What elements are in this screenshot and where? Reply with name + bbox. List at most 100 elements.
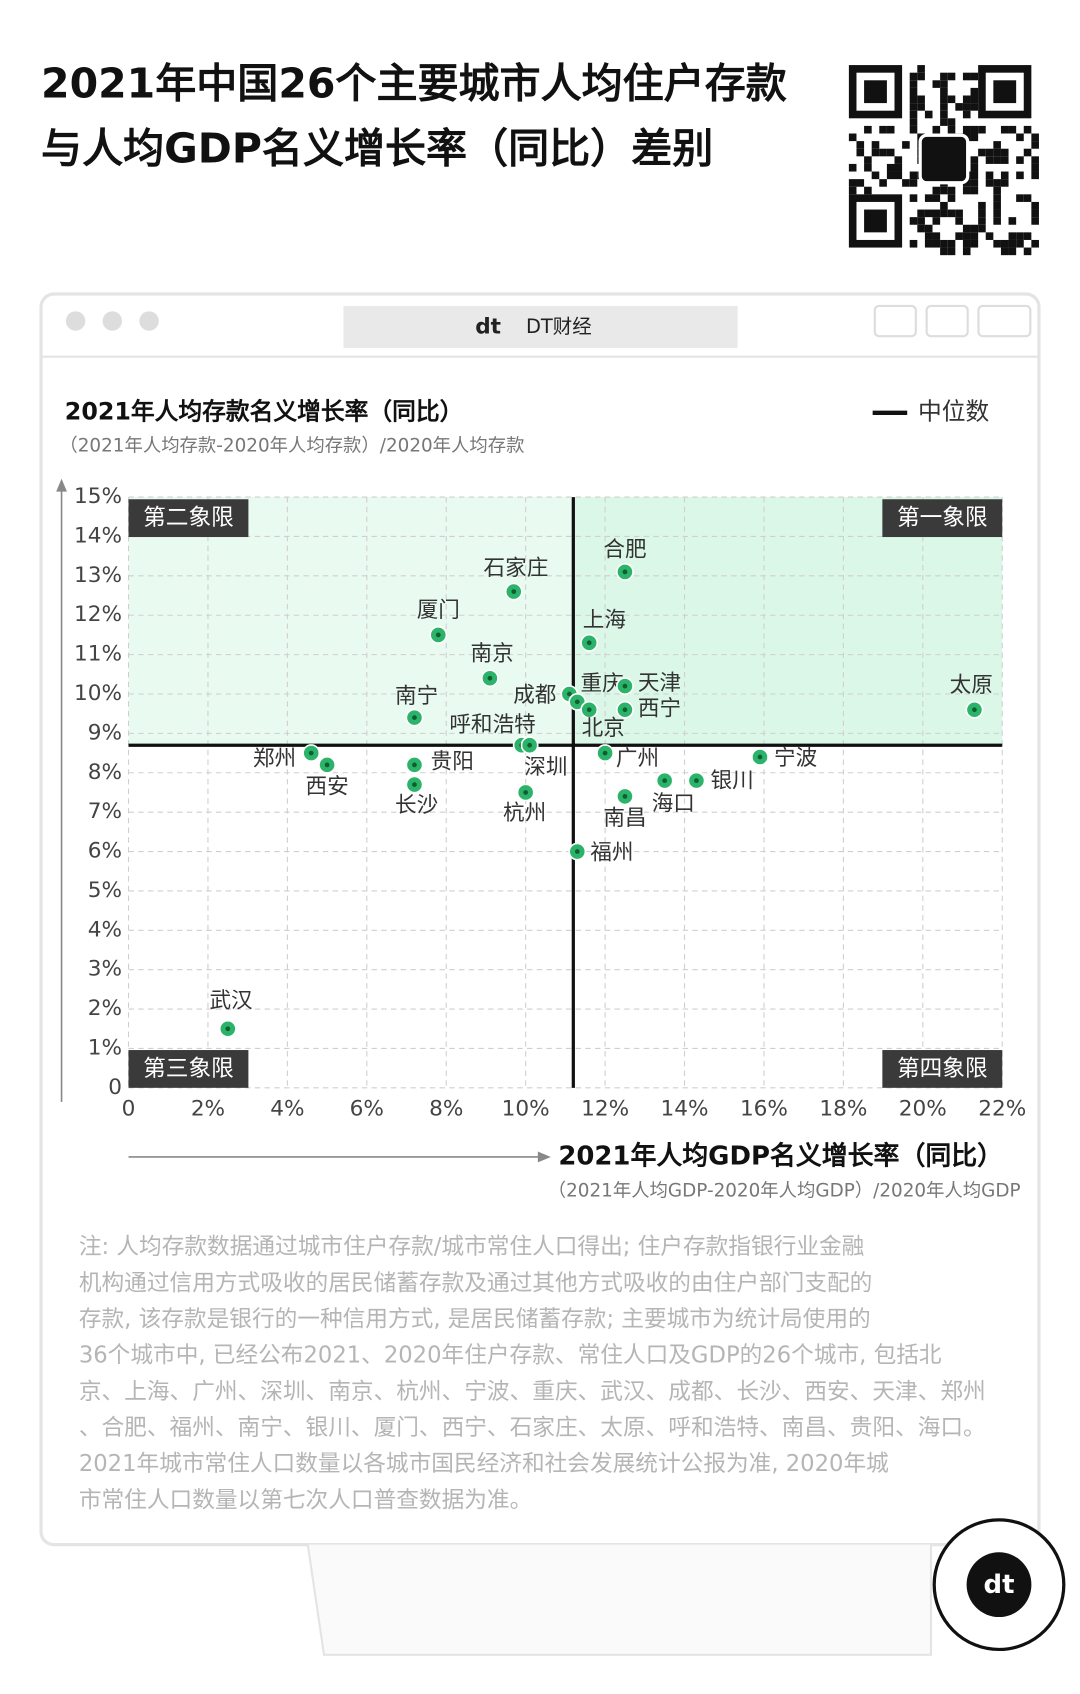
qr-finder [993, 80, 1017, 104]
point-center [225, 1026, 231, 1032]
legend-label: 中位数 [918, 397, 990, 425]
qr-cell [864, 163, 872, 172]
x-tick-label: 6% [350, 1096, 384, 1121]
point-center [972, 707, 977, 713]
window-icon [873, 304, 917, 338]
qr-cell [940, 186, 948, 195]
qr-cell [970, 186, 979, 195]
x-tick-label: 2% [191, 1096, 225, 1121]
point-label: 深圳 [524, 755, 567, 780]
point-center [527, 742, 533, 748]
qr-cell [978, 209, 986, 218]
qr-cell [1016, 194, 1024, 202]
qr-cell [962, 103, 971, 111]
qr-cell [909, 87, 918, 96]
qr-cell [940, 247, 948, 256]
qr-cell [894, 171, 903, 180]
point-center [412, 715, 417, 721]
qr-cell [970, 87, 979, 96]
qr-cell [970, 103, 979, 111]
x-axis-title: 2021年人均GDP名义增长率（同比） [558, 1140, 1003, 1171]
x-tick-label: 12% [581, 1096, 629, 1121]
qr-cell [962, 110, 971, 119]
y-tick-label: 10% [74, 681, 122, 706]
point-label: 贵阳 [431, 750, 474, 775]
note-line: 2021年城市常住人口数量以各城市国民经济和社会发展统计公报为准, 2020年城 [79, 1451, 889, 1477]
qr-cell [909, 95, 918, 104]
point-center [487, 675, 493, 681]
point-label: 厦门 [417, 598, 460, 623]
y-tick-label: 14% [74, 523, 122, 548]
x-tick-label: 16% [740, 1096, 788, 1121]
qr-cell [970, 171, 979, 180]
y-axis-subtitle: （2021年人均存款-2020年人均存款）/2020年人均存款 [59, 435, 524, 456]
point-label: 天津 [638, 671, 681, 696]
qr-cell [1031, 201, 1039, 210]
x-tick-label: 20% [899, 1096, 947, 1121]
source-panel [306, 1544, 933, 1656]
qr-cell [909, 239, 918, 248]
qr-cell [955, 217, 963, 225]
qr-cell [1016, 171, 1024, 180]
qr-cell [970, 163, 979, 172]
qr-cell [962, 179, 971, 187]
qr-cell [985, 148, 994, 157]
point-label: 武汉 [209, 989, 252, 1014]
qr-cell [879, 148, 887, 157]
point-center [662, 778, 668, 784]
quadrant-box [128, 1050, 249, 1088]
qr-cell [947, 194, 956, 202]
point-label: 石家庄 [484, 556, 549, 581]
qr-cell [909, 217, 918, 225]
point-label: 郑州 [253, 747, 296, 772]
qr-cell [970, 133, 979, 142]
x-tick-label: 4% [270, 1096, 304, 1121]
qr-cell [909, 80, 918, 88]
quadrant-box [882, 499, 1003, 538]
qr-cell [940, 209, 948, 218]
y-axis-title: 2021年人均存款名义增长率（同比） [65, 397, 464, 425]
point-label: 南宁 [395, 684, 438, 709]
qr-cell [1023, 247, 1032, 256]
qr-cell [1031, 141, 1039, 149]
point-label: 长沙 [395, 793, 438, 818]
quadrant-box [882, 1050, 1003, 1088]
qr-cell [864, 125, 872, 134]
qr-cell [940, 95, 948, 104]
window-icon [925, 304, 969, 338]
qr-cell [886, 171, 895, 180]
qr-cell [1000, 125, 1009, 134]
y-tick-label: 12% [74, 602, 122, 627]
qr-cell [985, 156, 994, 164]
qr-cell [1031, 209, 1039, 218]
point-center [308, 750, 314, 756]
qr-cell [917, 224, 925, 233]
qr-cell [917, 65, 925, 73]
qr-cell [871, 171, 880, 180]
qr-cell [924, 110, 933, 119]
qr-cell [970, 224, 979, 233]
qr-cell [917, 72, 925, 81]
qr-cell [940, 118, 948, 126]
y-tick-label: 7% [88, 799, 122, 824]
window-button [139, 311, 159, 331]
qr-cell [848, 186, 857, 195]
qr-cell [970, 72, 979, 81]
x-tick-label: 0 [122, 1096, 136, 1121]
point-center [324, 762, 330, 768]
title-line: 2021年中国26个主要城市人均住户存款 [41, 60, 787, 108]
qr-cell [993, 148, 1001, 157]
qr-cell [856, 179, 865, 187]
qr-cell [917, 209, 925, 218]
qr-cell [978, 125, 986, 134]
qr-cell [886, 148, 895, 157]
qr-cell [871, 148, 880, 157]
point-label: 北京 [582, 716, 625, 741]
qr-cell [932, 186, 941, 195]
qr-cell [909, 103, 918, 111]
qr-cell [993, 179, 1001, 187]
qr-cell [932, 239, 941, 248]
point-center [622, 707, 628, 713]
qr-cell [985, 179, 994, 187]
